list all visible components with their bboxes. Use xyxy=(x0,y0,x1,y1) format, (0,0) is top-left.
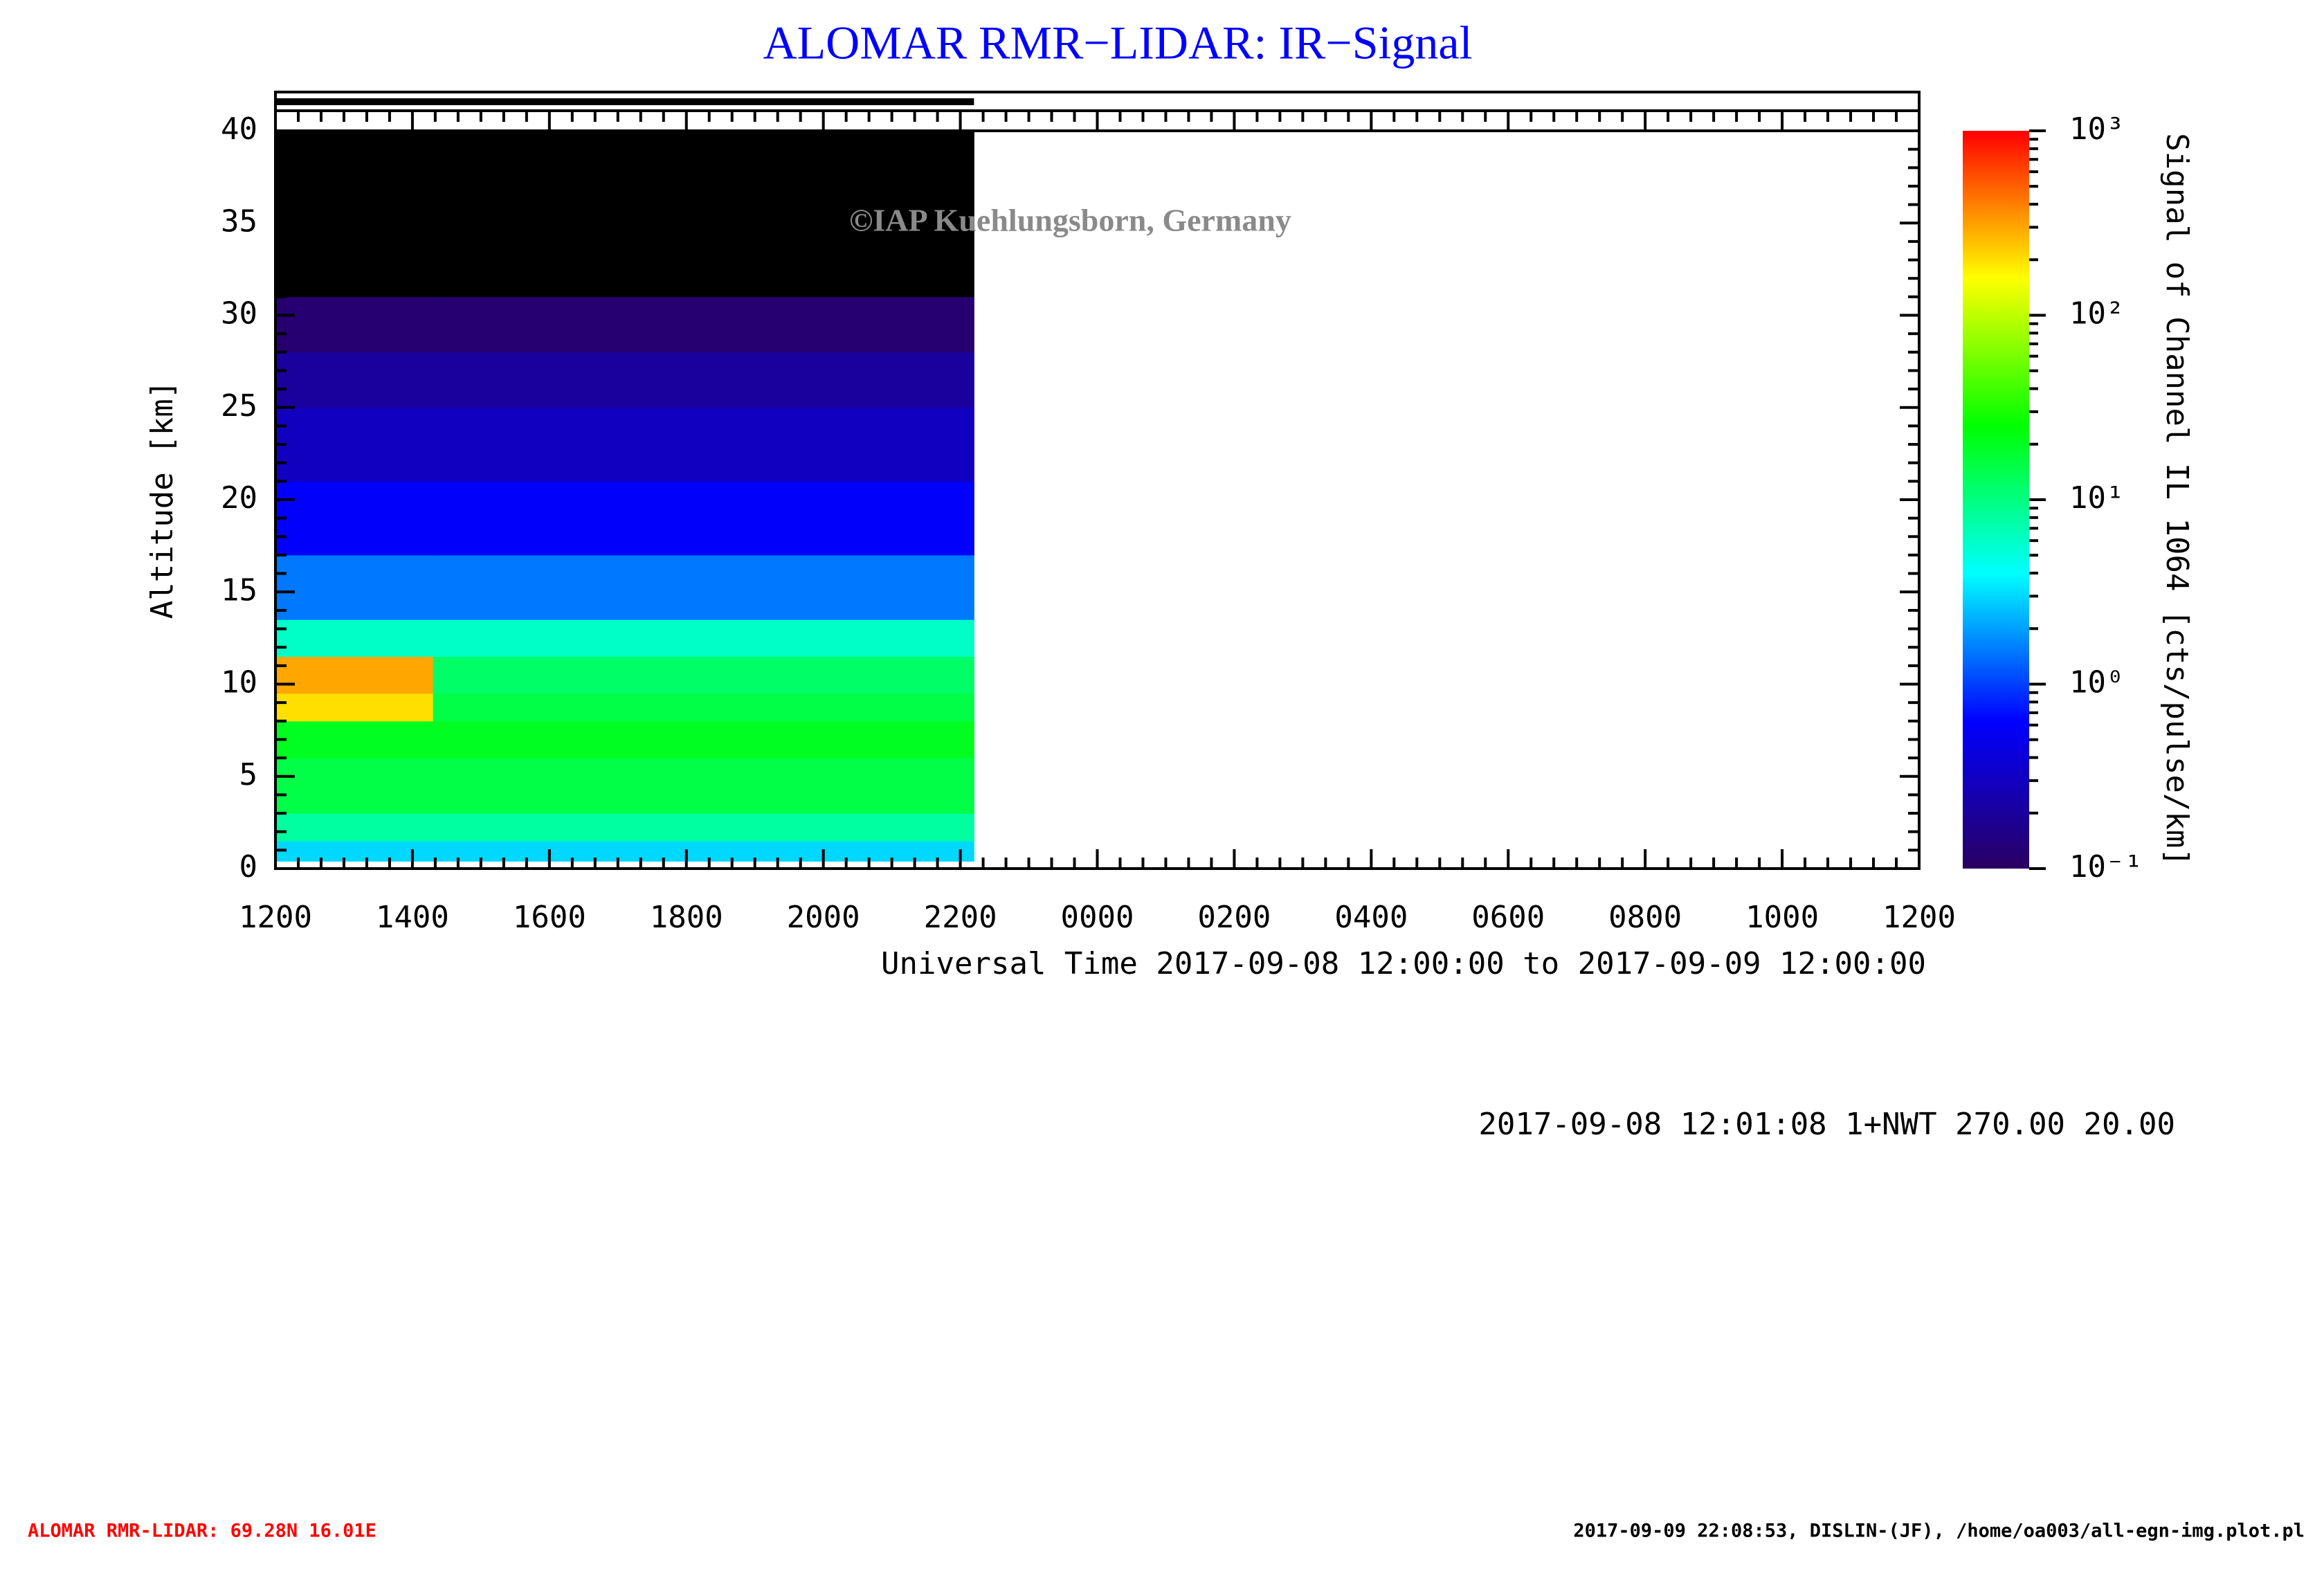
y-tick-label: 25 xyxy=(221,388,257,424)
colorbar-tick-label: 10² xyxy=(2069,296,2124,332)
x-axis-label: Universal Time 2017-09-08 12:00:00 to 20… xyxy=(881,946,1926,981)
x-tick-label: 1200 xyxy=(1882,900,1956,935)
heatmap-cell xyxy=(275,841,434,862)
x-tick-label: 2000 xyxy=(787,900,860,935)
x-tick-label: 1200 xyxy=(239,900,312,935)
heatmap-cell xyxy=(275,813,434,842)
y-tick-label: 40 xyxy=(221,111,257,147)
chart-title: ALOMAR RMR−LIDAR: IR−Signal xyxy=(763,17,1473,69)
x-tick-label: 0200 xyxy=(1197,900,1271,935)
y-tick-label: 35 xyxy=(221,203,257,239)
x-tick-label: 0800 xyxy=(1608,900,1682,935)
heatmap-cell xyxy=(275,758,434,814)
heatmap-cell xyxy=(433,758,974,814)
x-tick-label: 1600 xyxy=(513,900,586,935)
footer-left: ALOMAR RMR-LIDAR: 69.28N 16.01E xyxy=(28,1521,376,1542)
y-axis-label: Altitude [km] xyxy=(145,381,180,619)
y-tick-label: 0 xyxy=(239,849,258,885)
y-tick-label: 15 xyxy=(221,572,257,608)
heatmap-cell xyxy=(433,720,974,759)
y-tick-label: 5 xyxy=(239,757,258,792)
heatmap-cell xyxy=(433,554,974,620)
x-tick-label: 0600 xyxy=(1471,900,1545,935)
x-tick-label: 0400 xyxy=(1334,900,1408,935)
heatmap-cell xyxy=(275,352,434,408)
heatmap-cell xyxy=(275,693,434,722)
x-tick-label: 1800 xyxy=(650,900,723,935)
watermark: ©IAP Kuehlungsborn, Germany xyxy=(849,203,1291,238)
colorbar-tick-label: 10³ xyxy=(2069,111,2124,147)
heatmap-cell xyxy=(433,131,974,298)
heatmap-cell xyxy=(275,407,434,482)
heatmap-cell xyxy=(275,619,434,657)
heatmap-cell xyxy=(275,131,434,298)
heatmap-cell xyxy=(275,296,434,353)
x-tick-label: 0000 xyxy=(1061,900,1134,935)
heatmap-cell xyxy=(433,296,974,353)
info-text: 2017-09-08 12:01:08 1+NWT 270.00 20.00 xyxy=(1478,1107,2175,1142)
colorbar-tick-label: 10⁰ xyxy=(2069,665,2124,700)
colorbar-label: Signal of Channel IL 1064 [cts/pulse/km] xyxy=(2159,133,2195,867)
heatmap-cell xyxy=(433,481,974,556)
heatmap-cell xyxy=(275,481,434,556)
heatmap-cell xyxy=(433,352,974,408)
heatmap-cell xyxy=(275,656,434,694)
heatmap-cell xyxy=(433,813,974,842)
heatmap-cell xyxy=(433,619,974,657)
y-tick-label: 30 xyxy=(221,296,257,332)
heatmap-cell xyxy=(275,720,434,759)
footer-right: 2017-09-09 22:08:53, DISLIN-(JF), /home/… xyxy=(1573,1521,2305,1542)
colorbar-tick-label: 10¹ xyxy=(2069,480,2124,516)
heatmap-cell xyxy=(275,554,434,620)
colorbar-tick-label: 10⁻¹ xyxy=(2069,849,2143,885)
heatmap-cell xyxy=(433,841,974,862)
x-tick-label: 2200 xyxy=(924,900,997,935)
x-tick-label: 1000 xyxy=(1745,900,1819,935)
y-tick-label: 20 xyxy=(221,480,257,516)
heatmap-cell xyxy=(433,693,974,722)
heatmap-cell xyxy=(433,656,974,694)
x-tick-label: 1400 xyxy=(376,900,449,935)
y-tick-label: 10 xyxy=(221,665,257,700)
heatmap-cell xyxy=(433,407,974,482)
colorbar xyxy=(1963,131,2029,869)
